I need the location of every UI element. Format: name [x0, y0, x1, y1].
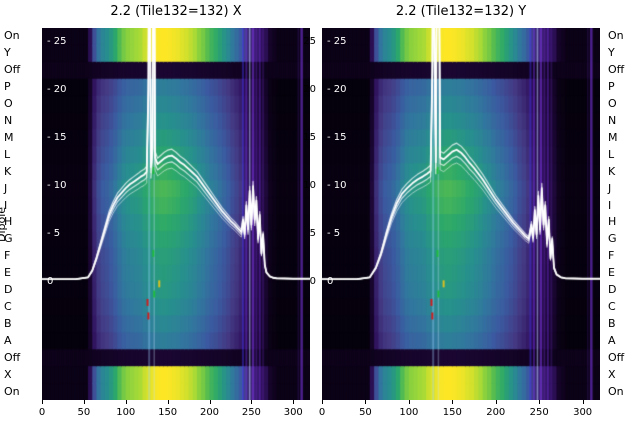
x-tick-label: 0: [318, 407, 326, 418]
dipole-label-left: C: [4, 300, 12, 313]
heatmap-x-canvas: [42, 28, 310, 400]
x-tick-label: 100: [399, 407, 419, 418]
panel-y-title: 2.2 (Tile132=132) Y: [395, 4, 527, 19]
line-axis-tick-gap: 5: [309, 228, 316, 240]
line-axis-tick-inside: - 25: [47, 36, 67, 48]
x-tick-label: 100: [116, 407, 136, 418]
dipole-label-right: E: [608, 266, 615, 280]
x-tick-mark: [495, 400, 497, 404]
dipole-label-right: N: [608, 114, 617, 127]
x-tick-mark: [125, 400, 127, 404]
dipole-label-left: Off: [4, 350, 21, 364]
x-tick-label: 250: [529, 407, 549, 418]
dipole-label-left: O: [4, 97, 13, 111]
line-axis-tick-gap: 25: [303, 36, 316, 48]
dipole-label-left: On: [4, 384, 20, 398]
line-axis-tick-gap: 10: [303, 180, 316, 192]
x-tick-mark: [209, 400, 211, 404]
dipole-label-left: M: [4, 130, 14, 144]
dipole-label-right: X: [608, 367, 616, 381]
dipole-label-left: K: [4, 164, 12, 178]
x-tick-mark: [251, 400, 253, 404]
x-tick-label: 150: [442, 407, 462, 418]
line-axis-tick-inside: - 15: [47, 132, 67, 144]
line-axis-tick-inside: - 5: [327, 228, 341, 240]
dipole-label-right: D: [608, 283, 617, 297]
x-tick-mark: [293, 400, 295, 404]
dipole-label-left: B: [4, 316, 12, 330]
x-tick-label: 50: [359, 407, 372, 418]
dipole-label-left: G: [4, 232, 13, 246]
dipole-label-right: B: [608, 316, 616, 330]
line-axis-tick-gap: 0: [309, 276, 316, 288]
x-tick-label: 150: [158, 407, 178, 418]
line-axis-tick-inside: - 5: [47, 228, 61, 240]
panel-x-title: 2.2 (Tile132=132) X: [110, 4, 242, 19]
x-tick-label: 300: [573, 407, 593, 418]
dipole-label-left: D: [4, 283, 13, 297]
dipole-label-right: G: [608, 232, 617, 246]
x-tick-mark: [365, 400, 367, 404]
x-tick-label: 250: [241, 407, 261, 418]
line-axis-tick-inside: - 15: [327, 132, 347, 144]
dipole-label-right: Off: [608, 350, 625, 364]
dipole-label-left: Off: [4, 63, 21, 77]
x-tick-mark: [83, 400, 85, 404]
x-tick-mark: [167, 400, 169, 404]
dipole-label-left: H: [4, 215, 13, 229]
dipole-label-right: K: [608, 164, 616, 178]
dipole-label-left: J: [4, 181, 8, 195]
dipole-label-left: F: [4, 249, 11, 263]
line-axis-tick-inside: 0: [327, 276, 334, 288]
dipole-label-right: P: [608, 80, 615, 94]
dipole-label-right: L: [608, 147, 615, 161]
x-tick-mark: [322, 400, 323, 404]
dipole-label-right: Off: [608, 63, 625, 77]
dipole-label-right: F: [608, 249, 615, 263]
x-tick-mark: [582, 400, 584, 404]
x-tick-label: 300: [283, 407, 303, 418]
x-tick-label: 200: [486, 407, 506, 418]
line-axis-tick-inside: - 20: [327, 84, 347, 96]
dipole-label-right: I: [608, 198, 612, 212]
x-tick-label: 200: [199, 407, 220, 418]
x-tick-mark: [408, 400, 410, 404]
dipole-label-left: X: [4, 367, 12, 381]
dipole-label-left: On: [4, 29, 20, 43]
x-tick-mark: [42, 400, 43, 404]
dipole-label-left: Y: [4, 46, 11, 60]
dipole-label-left: A: [4, 333, 12, 347]
dipole-label-right: A: [608, 333, 616, 347]
heatmap-y-canvas: [322, 28, 600, 400]
dipole-label-right: C: [608, 300, 616, 313]
x-tick-label: 0: [38, 407, 46, 418]
dipole-label-left: N: [4, 114, 13, 127]
dipole-label-right: Y: [608, 46, 615, 60]
line-axis-tick-inside: 0: [47, 276, 54, 288]
dipole-label-right: M: [608, 130, 618, 144]
dipole-label-right: On: [608, 384, 624, 398]
line-axis-tick-gap: 20: [303, 84, 316, 96]
dipole-label-right: H: [608, 215, 617, 229]
dipole-label-left: I: [4, 198, 8, 212]
x-tick-mark: [452, 400, 454, 404]
dipole-label-right: O: [608, 97, 617, 111]
line-axis-tick-inside: - 10: [327, 180, 347, 192]
dipole-label-left: P: [4, 80, 11, 94]
x-tick-mark: [539, 400, 541, 404]
x-tick-label: 50: [77, 407, 91, 418]
dipole-label-left: L: [4, 147, 11, 161]
dipole-label-left: E: [4, 266, 11, 280]
line-axis-tick-inside: - 10: [47, 180, 67, 192]
dipole-label-right: J: [608, 181, 612, 195]
line-axis-tick-gap: 15: [303, 132, 316, 144]
line-axis-tick-inside: - 20: [47, 84, 67, 96]
line-axis-tick-inside: - 25: [327, 36, 347, 48]
dipole-label-right: On: [608, 29, 624, 43]
